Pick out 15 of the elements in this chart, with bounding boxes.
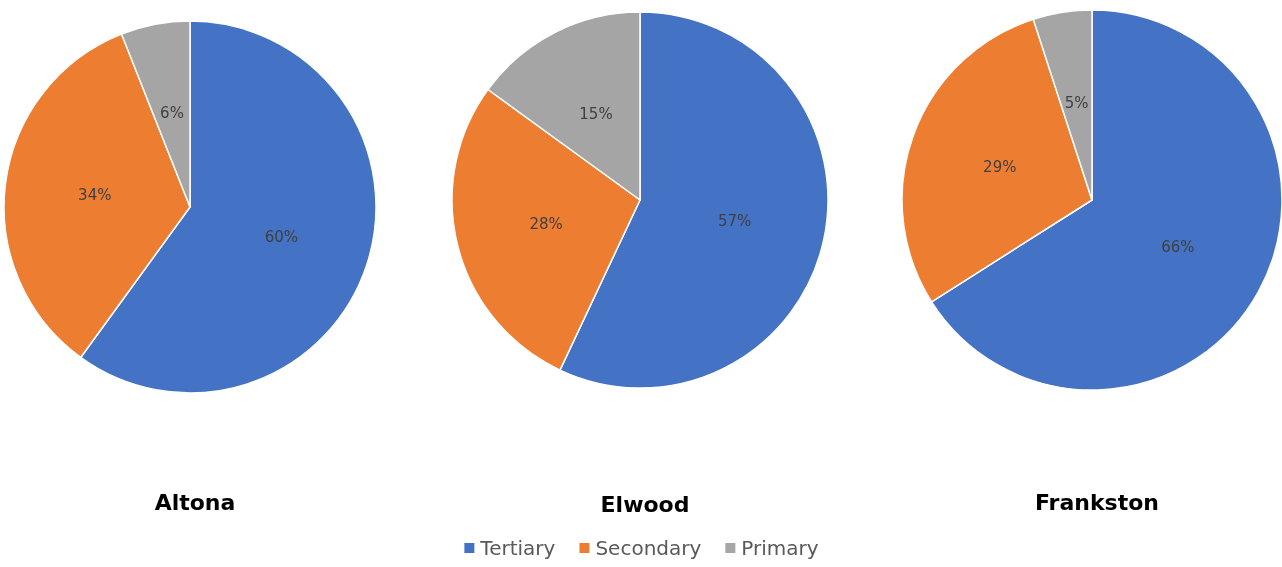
data-label: 66% <box>1161 238 1195 257</box>
data-label: 28% <box>529 215 563 234</box>
text: Frankston <box>1035 489 1159 515</box>
data-label: 60% <box>264 227 298 246</box>
data-label: 6% <box>160 103 184 122</box>
data-label: 5% <box>1064 94 1089 113</box>
data-label: 34% <box>78 185 112 204</box>
data-label: 57% <box>717 212 752 231</box>
data-label: 29% <box>983 157 1017 176</box>
text: Altona <box>154 489 236 515</box>
legend-label: Secondary <box>595 536 702 560</box>
legend-label: Primary <box>741 536 819 560</box>
legend-label: Tertiary <box>479 536 556 560</box>
text: Elwood <box>600 491 690 517</box>
data-label: 15% <box>579 104 613 123</box>
